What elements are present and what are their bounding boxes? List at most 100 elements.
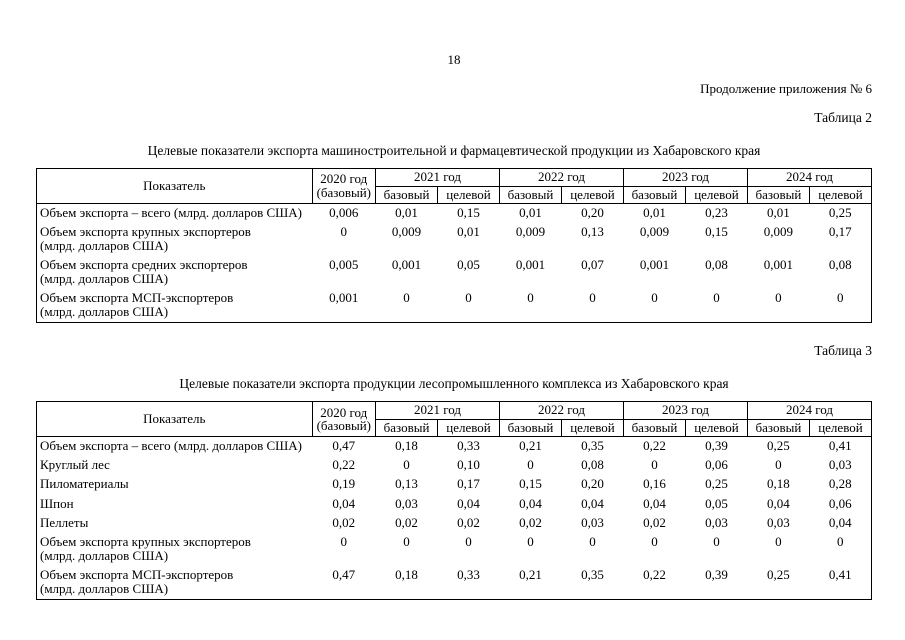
value-cell: 0	[465, 290, 472, 306]
column-header-base: базовый	[746, 418, 810, 438]
value-cell: 0,04	[643, 495, 666, 511]
value-cell: 0,03	[767, 514, 790, 530]
value-cell: 0,005	[329, 257, 359, 273]
value-cell: 0	[651, 533, 658, 549]
table-row: Объем экспорта МСП-экспортеров (млрд. дол…	[37, 566, 872, 600]
value-cell: 0,02	[643, 514, 666, 530]
value-cell: 0	[775, 533, 782, 549]
column-header-base: базовый	[746, 185, 810, 205]
column-header-indicator: Показатель	[36, 167, 313, 205]
value-cell: 0,01	[395, 205, 418, 221]
table-row: Объем экспорта МСП-экспортеров (млрд. дол…	[37, 289, 872, 323]
value-cell: 0,04	[581, 495, 604, 511]
value-cell: 0,33	[457, 566, 480, 582]
value-cell: 0,02	[332, 514, 356, 530]
value-cell: 0	[589, 290, 596, 306]
base-year-line2: (базовый)	[316, 418, 372, 434]
column-header-base: базовый	[499, 418, 562, 438]
column-header-2021: 2021 год	[375, 168, 500, 187]
indicator-cell: Пиломатериалы	[40, 476, 129, 492]
value-cell: 0	[775, 457, 782, 473]
value-cell: 0,41	[828, 566, 852, 582]
value-cell: 0,15	[457, 205, 480, 221]
value-cell: 0,009	[515, 224, 546, 240]
column-header-2023: 2023 год	[622, 401, 748, 420]
value-cell: 0,08	[705, 257, 728, 273]
indicator-cell: Пеллеты	[40, 514, 89, 530]
value-cell: 0,41	[828, 438, 852, 454]
value-cell: 0,23	[705, 205, 728, 221]
table-row: Объем экспорта – всего (млрд. долларов С…	[37, 437, 872, 457]
value-cell: 0,10	[457, 457, 480, 473]
value-cell: 0,001	[391, 257, 422, 273]
value-cell: 0,01	[519, 205, 542, 221]
column-header-2024: 2024 год	[746, 401, 873, 420]
value-cell: 0	[589, 533, 596, 549]
value-cell: 0,15	[519, 476, 542, 492]
value-cell: 0,001	[763, 257, 794, 273]
indicator-cell: Объем экспорта – всего (млрд. долларов С…	[40, 205, 302, 221]
value-cell: 0,39	[705, 438, 728, 454]
value-cell: 0,001	[329, 290, 359, 306]
table3-title: Целевые показатели экспорта продукции ле…	[179, 376, 729, 392]
value-cell: 0,13	[395, 476, 418, 492]
indicator-cell: Шпон	[40, 495, 74, 511]
value-cell: 0,05	[705, 495, 728, 511]
value-cell: 0,20	[581, 205, 604, 221]
value-cell: 0,001	[515, 257, 546, 273]
column-header-2020: 2020 год (базовый)	[311, 401, 377, 438]
value-cell: 0	[340, 224, 348, 240]
column-header-base: базовый	[375, 418, 439, 438]
value-cell: 0,15	[705, 224, 728, 240]
value-cell: 0,25	[705, 476, 728, 492]
value-cell: 0,21	[519, 566, 542, 582]
value-cell: 0,04	[457, 495, 480, 511]
base-year-line1: 2020 год	[320, 171, 368, 187]
column-header-target: целевой	[684, 185, 748, 205]
value-cell: 0,47	[332, 566, 356, 582]
table-body: Объем экспорта – всего (млрд. долларов С…	[37, 437, 872, 599]
value-cell: 0,33	[457, 438, 480, 454]
indicator-cell: Объем экспорта МСП-экспортеров (млрд. дол…	[40, 566, 234, 596]
table-row: Объем экспорта крупных экспортеров (млрд.…	[37, 533, 872, 566]
value-cell: 0,35	[581, 438, 604, 454]
column-header-base: базовый	[622, 185, 686, 205]
value-cell: 0	[713, 533, 720, 549]
value-cell: 0,25	[767, 438, 790, 454]
table-row: Объем экспорта средних экспортеров (млрд.…	[37, 256, 872, 289]
column-header-target: целевой	[808, 185, 873, 205]
value-cell: 0,22	[643, 438, 666, 454]
value-cell: 0	[403, 457, 410, 473]
table-header: Показатель 2020 год (базовый) 2021 год 2…	[36, 167, 873, 205]
column-header-target: целевой	[808, 418, 873, 438]
table-row: Объем экспорта крупных экспортеров (млрд.…	[37, 223, 872, 256]
export-machinery-pharma-table: Показатель 2020 год (базовый) 2021 год 2…	[36, 167, 873, 324]
indicator-cell: Объем экспорта МСП-экспортеров (млрд. дол…	[40, 290, 234, 320]
value-cell: 0,01	[643, 205, 666, 221]
value-cell: 0,22	[643, 566, 666, 582]
value-cell: 0,35	[581, 566, 604, 582]
value-cell: 0,19	[332, 476, 356, 492]
value-cell: 0,02	[395, 514, 418, 530]
value-cell: 0	[340, 533, 348, 549]
column-header-2022: 2022 год	[499, 401, 624, 420]
table2-label: Таблица 2	[814, 110, 872, 125]
value-cell: 0,08	[828, 257, 852, 273]
value-cell: 0,03	[581, 514, 604, 530]
value-cell: 0,02	[457, 514, 480, 530]
value-cell: 0,03	[705, 514, 728, 530]
table3-label: Таблица 3	[814, 343, 872, 359]
value-cell: 0	[836, 290, 844, 306]
column-header-target: целевой	[437, 418, 500, 438]
column-header-target: целевой	[560, 185, 624, 205]
value-cell: 0,04	[332, 495, 356, 511]
value-cell: 0,13	[581, 224, 604, 240]
value-cell: 0,07	[581, 257, 604, 273]
column-header-target: целевой	[437, 185, 500, 205]
indicator-cell: Круглый лес	[40, 457, 110, 473]
value-cell: 0	[527, 290, 534, 306]
value-cell: 0	[527, 457, 534, 473]
indicator-cell: Объем экспорта – всего (млрд. долларов С…	[40, 438, 302, 454]
value-cell: 0,18	[395, 566, 418, 582]
column-header-2024: 2024 год	[746, 168, 873, 187]
